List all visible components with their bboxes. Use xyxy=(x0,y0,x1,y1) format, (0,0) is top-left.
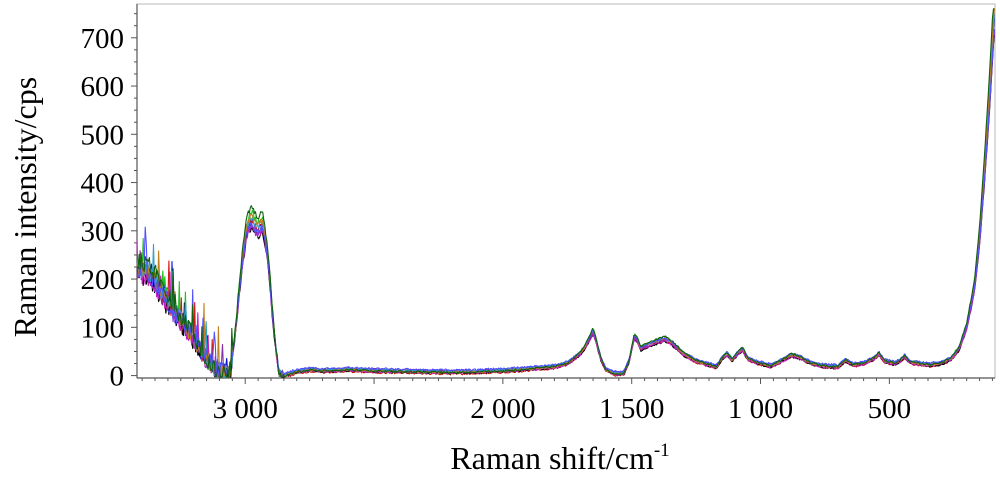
y-tick-label: 100 xyxy=(81,312,125,344)
series-line-1 xyxy=(136,18,996,378)
x-tick-label: 2 500 xyxy=(341,393,406,425)
y-tick-label: 0 xyxy=(110,361,125,393)
y-tick-label: 400 xyxy=(81,168,125,200)
series-line-4 xyxy=(136,30,996,378)
y-axis-title: Raman intensity/cps xyxy=(7,77,43,337)
series-line-2 xyxy=(136,8,996,379)
series-line-6 xyxy=(136,32,996,378)
x-tick-label: 500 xyxy=(868,393,912,425)
x-axis-title-superscript: -1 xyxy=(654,440,670,461)
plot-frame xyxy=(136,3,996,379)
y-tick-label: 300 xyxy=(81,216,125,248)
series-line-5 xyxy=(136,34,996,379)
series-lines xyxy=(136,8,996,379)
series-line-7 xyxy=(136,13,996,379)
x-tick-label: 1 000 xyxy=(728,393,793,425)
y-tick-label: 600 xyxy=(81,71,125,103)
y-tick-label: 700 xyxy=(81,23,125,55)
x-tick-label: 1 500 xyxy=(599,393,664,425)
series-line-3 xyxy=(136,15,996,378)
x-tick-label: 3 000 xyxy=(213,393,278,425)
x-axis-title-text: Raman shift/cm xyxy=(450,440,654,476)
y-axis: 0 100 200 300 400 500 600 700 xyxy=(81,13,137,393)
x-tick-label: 2 000 xyxy=(470,393,535,425)
series-line-9 xyxy=(136,28,996,378)
y-tick-label: 200 xyxy=(81,264,125,296)
plot-border xyxy=(136,3,996,379)
y-tick-label: 500 xyxy=(81,119,125,151)
series-line-10 xyxy=(136,8,995,378)
series-line-8 xyxy=(136,8,996,378)
x-axis-title: Raman shift/cm-1 xyxy=(450,440,669,476)
x-axis: 3 000 2 500 2 000 1 500 1 000 500 xyxy=(141,378,993,425)
